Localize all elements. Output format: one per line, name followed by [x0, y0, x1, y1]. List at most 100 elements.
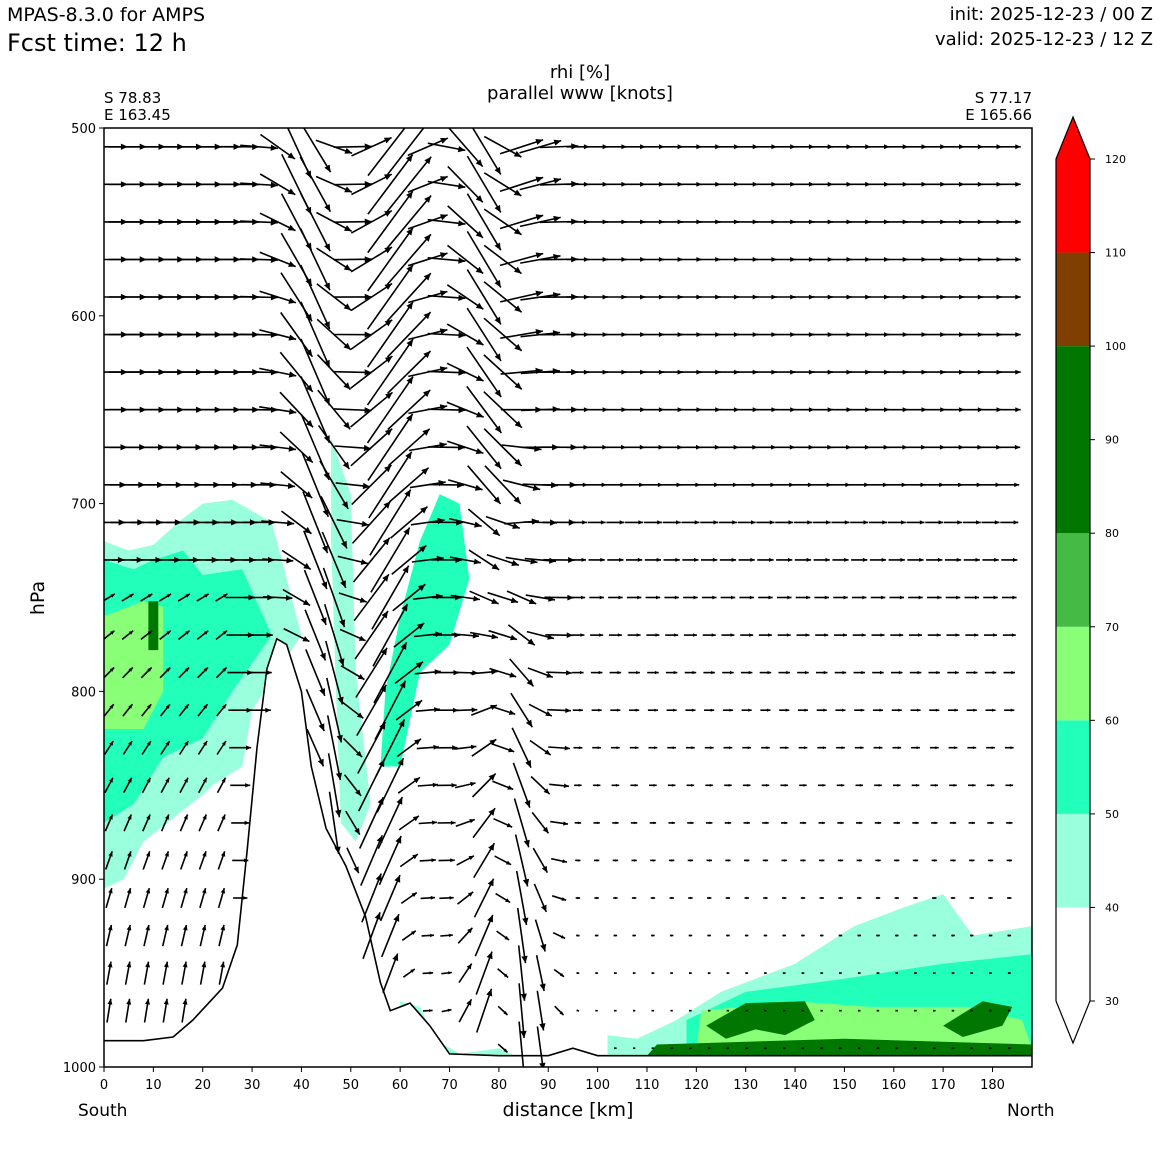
- wind-arrowhead: [726, 1009, 730, 1012]
- wind-arrowhead: [862, 595, 867, 600]
- wind-vector: [466, 193, 502, 251]
- wind-arrowhead: [541, 904, 547, 912]
- wind-vector: [305, 649, 326, 697]
- wind-arrowhead: [535, 290, 543, 297]
- wind-arrowhead: [393, 914, 400, 922]
- wind-arrowhead: [494, 242, 501, 251]
- wind-arrowhead: [1009, 783, 1014, 787]
- wind-arrowhead: [458, 369, 466, 376]
- wind-arrowhead: [727, 934, 730, 937]
- wind-vector: [366, 301, 414, 368]
- wind-arrowhead: [526, 679, 534, 687]
- start-lat-label: S 78.83: [104, 89, 162, 107]
- x-tick-label: 30: [244, 1078, 261, 1093]
- forecast-time: Fcst time: 12 h: [7, 29, 187, 57]
- wind-arrowhead: [899, 633, 904, 637]
- wind-arrowhead: [439, 366, 448, 373]
- wind-arrowhead: [823, 708, 827, 712]
- wind-arrowhead: [127, 851, 132, 857]
- wind-arrowhead: [598, 670, 603, 675]
- wind-arrowhead: [404, 489, 411, 498]
- wind-vector: [361, 873, 382, 923]
- wind-arrowhead: [335, 772, 343, 780]
- wind-arrowhead: [545, 711, 552, 717]
- wind-arrowhead: [146, 814, 151, 820]
- wind-vector: [350, 282, 393, 312]
- wind-arrowhead: [823, 670, 828, 675]
- colorbar-tick-label: 90: [1105, 434, 1119, 447]
- wind-arrowhead: [286, 557, 294, 564]
- wind-arrowhead: [1009, 821, 1013, 825]
- wind-arrowhead: [670, 972, 673, 975]
- wind-arrowhead: [1015, 332, 1021, 337]
- wind-arrowhead: [470, 781, 476, 787]
- colorbar-bin-80-100: [1056, 346, 1090, 534]
- wind-arrowhead: [693, 633, 697, 637]
- wind-arrowhead: [620, 482, 626, 488]
- wind-arrowhead: [657, 520, 662, 525]
- wind-arrowhead: [619, 520, 625, 525]
- wind-vector: [512, 762, 531, 808]
- wind-arrowhead: [824, 595, 829, 600]
- wind-arrowhead: [600, 520, 606, 525]
- model-title: MPAS-8.3.0 for AMPS: [7, 4, 206, 26]
- wind-arrowhead: [803, 783, 807, 787]
- wind-arrowhead: [535, 176, 544, 183]
- wind-arrowhead: [783, 896, 787, 900]
- wind-arrowhead: [540, 943, 547, 952]
- wind-arrowhead: [375, 873, 382, 882]
- x-tick-label: 100: [585, 1078, 610, 1093]
- wind-arrowhead: [637, 557, 643, 562]
- wind-arrowhead: [952, 934, 955, 937]
- wind-arrowhead: [430, 895, 435, 900]
- wind-arrowhead: [972, 746, 977, 750]
- wind-arrowhead: [450, 858, 455, 863]
- wind-arrowhead: [914, 1047, 917, 1050]
- wind-arrowhead: [107, 961, 113, 968]
- wind-arrowhead: [532, 484, 541, 491]
- wind-arrowhead: [448, 933, 453, 938]
- wind-vector: [516, 907, 527, 964]
- wind-arrowhead: [320, 617, 327, 625]
- wind-arrowhead: [859, 859, 862, 862]
- wind-arrowhead: [881, 557, 887, 562]
- wind-arrowhead: [693, 595, 698, 600]
- wind-vector: [499, 176, 544, 193]
- wind-arrowhead: [287, 482, 296, 489]
- wind-arrowhead: [673, 670, 678, 675]
- wind-vector: [483, 135, 522, 158]
- wind-vector: [483, 172, 522, 197]
- wind-arrowhead: [901, 520, 906, 525]
- wind-arrowhead: [448, 971, 452, 975]
- wind-arrowhead: [653, 821, 657, 825]
- wind-vector: [279, 351, 314, 393]
- x-tick-label: 170: [931, 1078, 956, 1093]
- wind-arrowhead: [970, 972, 974, 975]
- wind-arrowhead: [560, 935, 566, 939]
- wind-arrowhead: [383, 501, 391, 509]
- wind-arrowhead: [1010, 708, 1015, 712]
- wind-arrowhead: [599, 633, 604, 637]
- wind-arrowhead: [414, 738, 421, 746]
- wind-arrowhead: [764, 972, 767, 975]
- wind-arrowhead: [354, 827, 360, 835]
- wind-arrowhead: [614, 934, 618, 937]
- x-tick-label: 120: [684, 1078, 709, 1093]
- wind-arrowhead: [672, 746, 676, 750]
- wind-arrowhead: [470, 744, 477, 750]
- wind-arrowhead: [202, 851, 207, 857]
- wind-arrowhead: [353, 866, 359, 874]
- wind-arrowhead: [417, 584, 426, 592]
- wind-vector: [447, 165, 484, 203]
- wind-arrowhead: [451, 783, 457, 788]
- wind-arrowhead: [406, 414, 413, 422]
- colorbar-tick-label: 110: [1105, 247, 1126, 260]
- wind-arrowhead: [711, 633, 716, 637]
- wind-arrowhead: [804, 708, 808, 712]
- wind-arrowhead: [129, 593, 134, 598]
- wind-arrowhead: [689, 1009, 692, 1012]
- wind-arrowhead: [764, 1047, 767, 1050]
- wind-arrowhead: [636, 670, 640, 675]
- wind-vector: [473, 878, 495, 918]
- wind-arrowhead: [858, 896, 862, 900]
